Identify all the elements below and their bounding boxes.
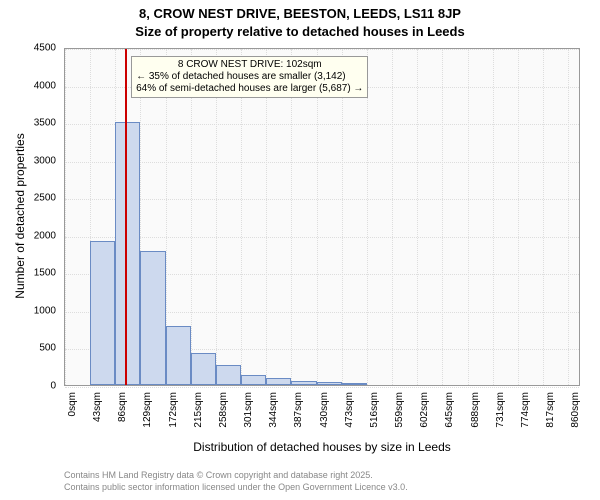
gridline-v (417, 49, 418, 385)
histogram-bar (216, 365, 241, 385)
gridline-h (65, 237, 579, 238)
y-tick-label: 1500 (0, 268, 56, 279)
gridline-v (191, 49, 192, 385)
histogram-bar (90, 241, 115, 385)
y-tick-label: 4500 (0, 43, 56, 54)
x-tick-label: 344sqm (268, 392, 279, 428)
y-tick-label: 1000 (0, 305, 56, 316)
x-tick-label: 774sqm (520, 392, 531, 428)
gridline-h (65, 199, 579, 200)
histogram-bar (241, 375, 266, 385)
gridline-v (367, 49, 368, 385)
footer-line-1: Contains HM Land Registry data © Crown c… (64, 470, 373, 480)
x-tick-label: 516sqm (369, 392, 380, 428)
annotation-line: ← 35% of detached houses are smaller (3,… (136, 71, 363, 83)
footer-line-2: Contains public sector information licen… (64, 482, 408, 492)
x-tick-label: 860sqm (570, 392, 581, 428)
x-tick-label: 86sqm (117, 392, 128, 422)
y-tick-label: 2500 (0, 193, 56, 204)
chart-title-sub: Size of property relative to detached ho… (0, 24, 600, 39)
reference-line (125, 49, 127, 385)
annotation-line: 8 CROW NEST DRIVE: 102sqm (136, 59, 363, 71)
y-tick-label: 0 (0, 381, 56, 392)
histogram-bar (140, 251, 165, 385)
gridline-v (317, 49, 318, 385)
histogram-bar (115, 122, 140, 385)
gridline-h (65, 387, 579, 388)
gridline-h (65, 49, 579, 50)
gridline-v (442, 49, 443, 385)
x-tick-label: 817sqm (545, 392, 556, 428)
x-tick-label: 473sqm (344, 392, 355, 428)
gridline-v (65, 49, 66, 385)
x-tick-label: 387sqm (293, 392, 304, 428)
gridline-v (241, 49, 242, 385)
x-tick-label: 0sqm (67, 392, 78, 416)
gridline-h (65, 124, 579, 125)
gridline-v (468, 49, 469, 385)
gridline-v (342, 49, 343, 385)
gridline-v (392, 49, 393, 385)
gridline-v (216, 49, 217, 385)
histogram-bar (266, 378, 291, 386)
chart-title-main: 8, CROW NEST DRIVE, BEESTON, LEEDS, LS11… (0, 6, 600, 21)
y-tick-label: 500 (0, 343, 56, 354)
y-tick-label: 3500 (0, 118, 56, 129)
y-tick-label: 4000 (0, 80, 56, 91)
gridline-v (543, 49, 544, 385)
x-tick-label: 559sqm (394, 392, 405, 428)
gridline-v (266, 49, 267, 385)
histogram-bar (317, 382, 342, 385)
x-tick-label: 215sqm (193, 392, 204, 428)
y-tick-label: 2000 (0, 230, 56, 241)
gridline-v (568, 49, 569, 385)
x-tick-label: 129sqm (142, 392, 153, 428)
gridline-v (493, 49, 494, 385)
x-axis-label: Distribution of detached houses by size … (64, 440, 580, 454)
annotation-line: 64% of semi-detached houses are larger (… (136, 83, 363, 95)
y-tick-label: 3000 (0, 155, 56, 166)
gridline-v (291, 49, 292, 385)
x-tick-label: 258sqm (218, 392, 229, 428)
x-tick-label: 688sqm (470, 392, 481, 428)
x-tick-label: 645sqm (444, 392, 455, 428)
x-tick-label: 731sqm (495, 392, 506, 428)
gridline-v (518, 49, 519, 385)
plot-area (64, 48, 580, 386)
annotation-box: 8 CROW NEST DRIVE: 102sqm← 35% of detach… (131, 56, 368, 98)
histogram-bar (191, 353, 216, 385)
histogram-bar (166, 326, 191, 385)
histogram-bar (342, 383, 367, 385)
y-axis-label: Number of detached properties (13, 66, 27, 366)
x-tick-label: 301sqm (243, 392, 254, 428)
histogram-bar (291, 381, 316, 386)
x-tick-label: 602sqm (419, 392, 430, 428)
x-tick-label: 430sqm (319, 392, 330, 428)
gridline-h (65, 162, 579, 163)
x-tick-label: 43sqm (92, 392, 103, 422)
x-tick-label: 172sqm (168, 392, 179, 428)
